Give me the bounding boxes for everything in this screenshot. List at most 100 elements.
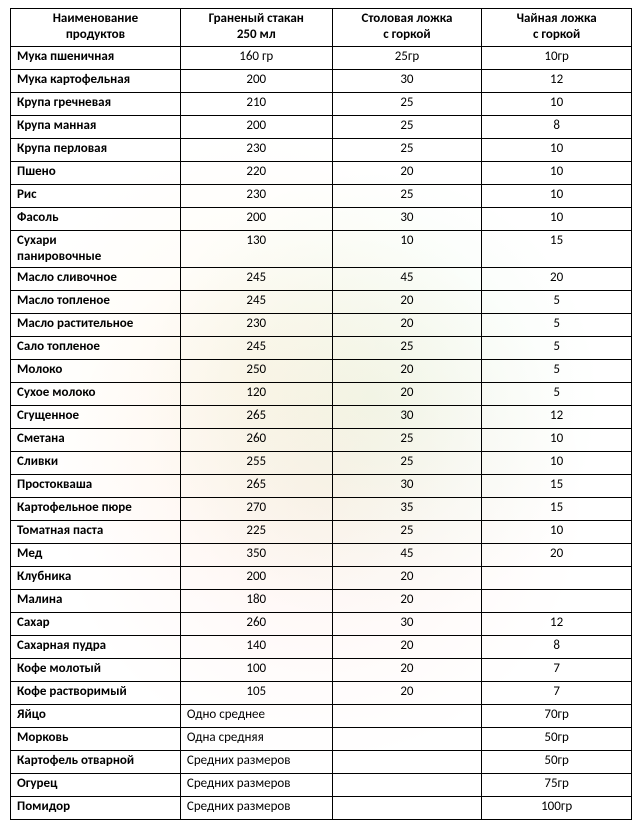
table-row: Масло растительное230205: [11, 314, 632, 337]
table-row: Крупа перловая2302510: [11, 138, 632, 161]
product-name: Фасоль: [11, 207, 181, 230]
teaspoon-value: 10гр: [482, 46, 632, 69]
glass-value: 225: [180, 521, 332, 544]
product-name: Рис: [11, 184, 181, 207]
product-name: Яйцо: [11, 705, 181, 728]
col-header-glass: Граненый стакан 250 мл: [180, 9, 332, 47]
product-name: Крупа манная: [11, 115, 181, 138]
glass-value: 160 гр: [180, 46, 332, 69]
product-name: Сухарипанировочные: [11, 230, 181, 268]
tablespoon-value: 25гр: [332, 46, 482, 69]
table-row: Кофе молотый100207: [11, 659, 632, 682]
col-header-product-line2: продуктов: [66, 27, 125, 42]
glass-value: 265: [180, 406, 332, 429]
teaspoon-value: 10: [482, 92, 632, 115]
tablespoon-value: 20: [332, 682, 482, 705]
product-name: Крупа перловая: [11, 138, 181, 161]
teaspoon-value: [482, 567, 632, 590]
teaspoon-value: 8: [482, 636, 632, 659]
table-header: Наименование продуктов Граненый стакан 2…: [11, 9, 632, 47]
product-name: Масло сливочное: [11, 268, 181, 291]
table-row: Малина18020: [11, 590, 632, 613]
tablespoon-value: 25: [332, 337, 482, 360]
teaspoon-value: 12: [482, 613, 632, 636]
tablespoon-value: 30: [332, 475, 482, 498]
col-header-teaspoon-line2: с горкой: [533, 27, 580, 42]
product-name: Кофе молотый: [11, 659, 181, 682]
product-name: Мука пшеничная: [11, 46, 181, 69]
teaspoon-value: 5: [482, 291, 632, 314]
glass-value: 180: [180, 590, 332, 613]
col-header-teaspoon-line1: Чайная ложка: [517, 11, 597, 26]
glass-value: 220: [180, 161, 332, 184]
table-row: Мука пшеничная160 гр25гр10гр: [11, 46, 632, 69]
product-name: Сметана: [11, 429, 181, 452]
teaspoon-value: 10: [482, 184, 632, 207]
tablespoon-value: 10: [332, 230, 482, 268]
table-row: Сахар2603012: [11, 613, 632, 636]
tablespoon-value: 45: [332, 268, 482, 291]
glass-value: 230: [180, 314, 332, 337]
product-name: Сахар: [11, 613, 181, 636]
glass-value: Средних размеров: [180, 774, 332, 797]
product-name: Масло топленое: [11, 291, 181, 314]
teaspoon-value: 7: [482, 659, 632, 682]
table-row: МорковьОдна средняя50гр: [11, 728, 632, 751]
table-row: Пшено2202010: [11, 161, 632, 184]
col-header-product-line1: Наименование: [53, 11, 138, 26]
tablespoon-value: 25: [332, 521, 482, 544]
table-row: Масло топленое245205: [11, 291, 632, 314]
header-row: Наименование продуктов Граненый стакан 2…: [11, 9, 632, 47]
table-row: Картофельное пюре2703515: [11, 498, 632, 521]
tablespoon-value: 20: [332, 636, 482, 659]
col-header-tablespoon-line1: Столовая ложка: [361, 11, 452, 26]
glass-value: Средних размеров: [180, 751, 332, 774]
table-row: Кофе растворимый105207: [11, 682, 632, 705]
product-name: Простокваша: [11, 475, 181, 498]
glass-value: 260: [180, 429, 332, 452]
teaspoon-value: [482, 590, 632, 613]
glass-value: Одно среднее: [180, 705, 332, 728]
glass-value: 200: [180, 207, 332, 230]
tablespoon-value: 20: [332, 291, 482, 314]
teaspoon-value: 10: [482, 521, 632, 544]
tablespoon-value: 20: [332, 360, 482, 383]
glass-value: 120: [180, 383, 332, 406]
glass-value: 230: [180, 184, 332, 207]
teaspoon-value: 50гр: [482, 728, 632, 751]
tablespoon-value: 30: [332, 613, 482, 636]
teaspoon-value: 100гр: [482, 797, 632, 820]
table-row: Фасоль2003010: [11, 207, 632, 230]
glass-value: Средних размеров: [180, 797, 332, 820]
product-name: Томатная паста: [11, 521, 181, 544]
tablespoon-value: 20: [332, 659, 482, 682]
tablespoon-value: 25: [332, 429, 482, 452]
table-row: Простокваша2653015: [11, 475, 632, 498]
table-row: Молоко250205: [11, 360, 632, 383]
table-row: Рис2302510: [11, 184, 632, 207]
tablespoon-value: 35: [332, 498, 482, 521]
product-name: Сухое молоко: [11, 383, 181, 406]
product-name: Кофе растворимый: [11, 682, 181, 705]
glass-value: 200: [180, 69, 332, 92]
teaspoon-value: 15: [482, 498, 632, 521]
tablespoon-value: 25: [332, 138, 482, 161]
glass-value: Одна средняя: [180, 728, 332, 751]
col-header-teaspoon: Чайная ложка с горкой: [482, 9, 632, 47]
teaspoon-value: 50гр: [482, 751, 632, 774]
glass-value: 270: [180, 498, 332, 521]
tablespoon-value: 25: [332, 184, 482, 207]
teaspoon-value: 15: [482, 475, 632, 498]
tablespoon-value: 20: [332, 590, 482, 613]
tablespoon-value: [332, 728, 482, 751]
product-name: Малина: [11, 590, 181, 613]
product-name: Сгущенное: [11, 406, 181, 429]
teaspoon-value: 20: [482, 544, 632, 567]
table-row: ЯйцоОдно среднее70гр: [11, 705, 632, 728]
tablespoon-value: 30: [332, 69, 482, 92]
product-name: Сливки: [11, 452, 181, 475]
col-header-tablespoon: Столовая ложка с горкой: [332, 9, 482, 47]
tablespoon-value: 20: [332, 314, 482, 337]
table-row: Мука картофельная2003012: [11, 69, 632, 92]
tablespoon-value: 30: [332, 207, 482, 230]
